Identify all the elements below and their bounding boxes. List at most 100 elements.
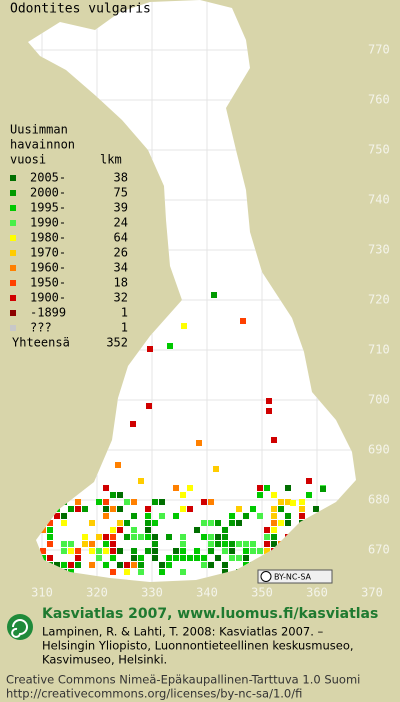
occurrence-square: [61, 499, 67, 505]
legend-header: Uusimman: [10, 123, 68, 137]
occurrence-square: [285, 541, 291, 547]
legend-swatch: [10, 280, 16, 286]
legend-swatch: [10, 205, 16, 211]
occurrence-square: [290, 500, 296, 506]
legend-label: 2000-: [30, 186, 66, 200]
occurrence-square: [40, 520, 46, 526]
occurrence-square: [54, 513, 60, 519]
y-tick-label: 690: [368, 443, 390, 457]
occurrence-square: [138, 569, 144, 575]
occurrence-square: [313, 541, 319, 547]
occurrence-square: [145, 506, 151, 512]
legend-label: 1950-: [30, 276, 66, 290]
occurrence-square: [103, 548, 109, 554]
occurrence-square: [306, 520, 312, 526]
occurrence-square: [117, 527, 123, 533]
occurrence-square: [264, 541, 270, 547]
occurrence-square: [145, 548, 151, 554]
occurrence-square: [201, 499, 207, 505]
occurrence-square: [89, 541, 95, 547]
occurrence-square: [327, 555, 333, 561]
occurrence-square: [313, 555, 319, 561]
occurrence-square: [201, 555, 207, 561]
legend-header: havainnon: [10, 138, 75, 152]
occurrence-square: [313, 534, 319, 540]
occurrence-square: [159, 513, 165, 519]
occurrence-square: [117, 492, 123, 498]
citation-line: Kasvimuseo, Helsinki.: [42, 653, 167, 667]
license-line: http://creativecommons.org/licenses/by-n…: [6, 687, 302, 701]
occurrence-square: [264, 548, 270, 554]
occurrence-square: [208, 548, 214, 554]
occurrence-square: [117, 548, 123, 554]
occurrence-square: [285, 513, 291, 519]
occurrence-square: [40, 520, 46, 526]
occurrence-square: [131, 555, 137, 561]
occurrence-square: [215, 555, 221, 561]
occurrence-square: [313, 562, 319, 568]
occurrence-square: [138, 555, 144, 561]
occurrence-square: [82, 541, 88, 547]
occurrence-square: [201, 520, 207, 526]
x-tick-label: 350: [251, 586, 273, 600]
occurrence-square: [208, 541, 214, 547]
occurrence-square: [271, 492, 277, 498]
occurrence-square: [236, 506, 242, 512]
occurrence-square: [271, 548, 277, 554]
occurrence-square: [145, 534, 151, 540]
occurrence-square: [306, 562, 312, 568]
occurrence-square: [211, 292, 217, 298]
occurrence-square: [299, 548, 305, 554]
occurrence-square: [257, 513, 263, 519]
legend-count: 32: [114, 291, 128, 305]
occurrence-square: [124, 562, 130, 568]
occurrence-square: [236, 520, 242, 526]
occurrence-square: [124, 520, 130, 526]
occurrence-square: [152, 520, 158, 526]
occurrence-square: [320, 548, 326, 554]
occurrence-square: [117, 562, 123, 568]
occurrence-square: [131, 562, 137, 568]
occurrence-square: [40, 499, 46, 505]
y-tick-label: 680: [368, 493, 390, 507]
occurrence-square: [180, 541, 186, 547]
y-tick-label: 730: [368, 243, 390, 257]
occurrence-square: [110, 492, 116, 498]
occurrence-square: [264, 527, 270, 533]
occurrence-square: [124, 499, 130, 505]
occurrence-square: [222, 562, 228, 568]
occurrence-square: [152, 499, 158, 505]
occurrence-square: [285, 520, 291, 526]
occurrence-square: [306, 562, 312, 568]
occurrence-square: [130, 421, 136, 427]
occurrence-square: [236, 555, 242, 561]
occurrence-square: [145, 520, 151, 526]
occurrence-square: [285, 534, 291, 540]
occurrence-square: [180, 555, 186, 561]
occurrence-square: [271, 555, 277, 561]
legend-count: 18: [114, 276, 128, 290]
occurrence-square: [292, 534, 298, 540]
occurrence-square: [257, 548, 263, 554]
occurrence-square: [313, 534, 319, 540]
occurrence-square: [243, 513, 249, 519]
occurrence-square: [264, 485, 270, 491]
occurrence-square: [278, 499, 284, 505]
footer-heading: Kasviatlas 2007, www.luomus.fi/kasviatla…: [42, 606, 378, 622]
occurrence-square: [243, 569, 249, 575]
occurrence-square: [222, 527, 228, 533]
occurrence-square: [306, 548, 312, 554]
occurrence-square: [68, 548, 74, 554]
legend-swatch: [10, 190, 16, 196]
legend-count: 39: [114, 201, 128, 215]
occurrence-square: [152, 548, 158, 554]
occurrence-square: [61, 520, 67, 526]
legend-swatch: [10, 250, 16, 256]
legend-label: -1899: [30, 306, 66, 320]
occurrence-square: [271, 534, 277, 540]
occurrence-square: [194, 548, 200, 554]
occurrence-square: [320, 513, 326, 519]
occurrence-square: [236, 541, 242, 547]
occurrence-square: [68, 485, 74, 491]
legend-count: 1: [121, 321, 128, 335]
